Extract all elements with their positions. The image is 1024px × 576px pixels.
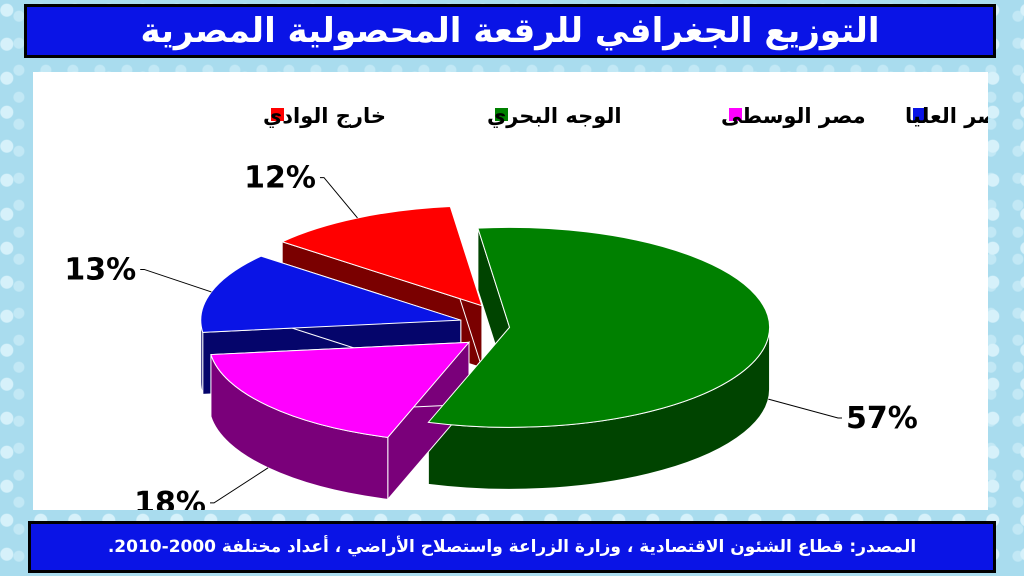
legend-label: خارج الوادي [263, 104, 386, 129]
pie-chart: مصر العليا مصر الوسطى الوجه البحري خارج الو… [64, 104, 1011, 521]
legend-swatch [729, 108, 742, 121]
legend-item: الوجه البحري [487, 104, 622, 129]
legend-swatch [271, 108, 284, 121]
legend-item: خارج الوادي [263, 104, 386, 129]
data-label: 12% [244, 161, 316, 196]
legend-item: مصر العليا [905, 104, 1011, 128]
chart-area: مصر العليا مصر الوسطى الوجه البحري خارج الو… [33, 72, 1011, 521]
data-label: 18% [134, 486, 206, 510]
pie-slice [210, 341, 471, 438]
legend-item: مصر الوسطى [721, 104, 866, 128]
legend-label: مصر العليا [905, 104, 988, 128]
pie-slice [427, 226, 771, 428]
legend-swatch [913, 108, 926, 121]
chart-title: التوزيع الجغرافي للرقعة المحصولية المصري… [140, 11, 880, 51]
leader-line [209, 467, 269, 504]
legend-label: الوجه البحري [487, 104, 622, 129]
source-bar: المصدر: قطاع الشئون الاقتصادية ، وزارة ا… [28, 521, 996, 573]
source-note: المصدر: قطاع الشئون الاقتصادية ، وزارة ا… [107, 537, 917, 557]
pie-slice [280, 205, 483, 307]
title-bar: التوزيع الجغرافي للرقعة المحصولية المصري… [24, 4, 996, 58]
data-label: 57% [846, 401, 918, 436]
leader-line [319, 177, 358, 219]
legend-label: مصر الوسطى [721, 104, 866, 128]
data-label: 13% [64, 252, 136, 287]
legend-swatch [495, 108, 508, 121]
leader-line [768, 398, 842, 419]
leader-line [140, 268, 212, 293]
